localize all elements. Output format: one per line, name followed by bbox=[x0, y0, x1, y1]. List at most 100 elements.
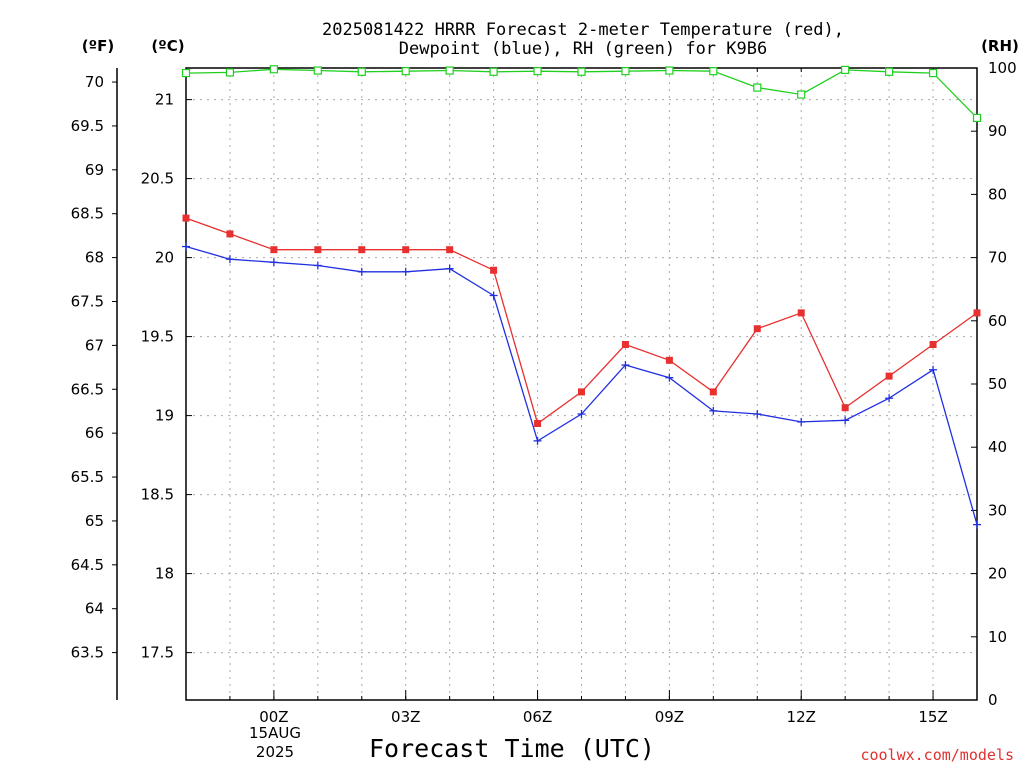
chart-title-line1: 2025081422 HRRR Forecast 2-meter Tempera… bbox=[322, 20, 844, 40]
unit-label-fahrenheit: (ºF) bbox=[82, 37, 114, 55]
dewpoint-point bbox=[401, 267, 410, 276]
dewpoint-point bbox=[533, 436, 542, 445]
rh-tick-label: 60 bbox=[988, 312, 1007, 330]
temp-point bbox=[841, 404, 849, 412]
dewpoint-point bbox=[665, 373, 674, 382]
dewpoint-point bbox=[797, 417, 806, 426]
rh-point bbox=[753, 83, 762, 92]
grid-lines bbox=[186, 68, 977, 700]
date-label-year: 2025 bbox=[256, 743, 294, 761]
temp-point bbox=[973, 309, 981, 317]
dewpoint-point bbox=[973, 520, 981, 529]
rh-point bbox=[313, 66, 322, 75]
dewpoint-point bbox=[269, 258, 278, 267]
f-tick-label: 66 bbox=[85, 424, 104, 442]
rh-tick-label: 70 bbox=[988, 249, 1007, 267]
rh-tick-label: 40 bbox=[988, 438, 1007, 456]
rh-point bbox=[225, 68, 235, 77]
f-tick-label: 67 bbox=[85, 336, 104, 354]
f-tick-label: 68.5 bbox=[71, 205, 104, 223]
temp-point bbox=[358, 246, 366, 254]
rh-tick-label: 90 bbox=[988, 122, 1007, 140]
f-tick-label: 68 bbox=[85, 249, 104, 267]
x-tick-label: 12Z bbox=[787, 708, 816, 726]
temp-point bbox=[402, 246, 410, 254]
rh-point bbox=[269, 65, 278, 74]
temp-point bbox=[665, 356, 673, 364]
x-axis-label: Forecast Time (UTC) bbox=[369, 734, 655, 763]
dewpoint-point bbox=[489, 291, 498, 300]
f-tick-label: 66.5 bbox=[71, 380, 104, 398]
x-tick-label: 06Z bbox=[523, 708, 552, 726]
rh-point bbox=[445, 66, 454, 75]
unit-label-celsius: (ºC) bbox=[151, 37, 184, 55]
dewpoint-point bbox=[929, 365, 938, 374]
dewpoint-point bbox=[182, 242, 190, 251]
data-series bbox=[181, 65, 982, 529]
rh-point bbox=[797, 90, 806, 99]
chart-title-line2: Dewpoint (blue), RH (green) for K9B6 bbox=[399, 39, 767, 59]
rh-tick-label: 20 bbox=[988, 565, 1007, 583]
c-tick-label: 19 bbox=[155, 407, 174, 425]
rh-point bbox=[709, 67, 718, 76]
c-tick-label: 19.5 bbox=[141, 328, 174, 346]
c-tick-label: 20.5 bbox=[141, 170, 174, 188]
date-label-day: 15AUG bbox=[249, 724, 301, 742]
temp-point bbox=[446, 246, 454, 254]
credit-text: coolwx.com/models bbox=[860, 746, 1014, 764]
f-tick-label: 64.5 bbox=[71, 556, 104, 574]
rh-tick-label: 50 bbox=[988, 375, 1007, 393]
rh-point bbox=[928, 68, 938, 78]
f-tick-label: 69 bbox=[85, 161, 104, 179]
temp-point bbox=[929, 341, 937, 348]
dewpoint-point bbox=[357, 267, 366, 276]
temp-point bbox=[226, 230, 234, 238]
f-tick-label: 65.5 bbox=[71, 468, 104, 486]
x-tick-label: 15Z bbox=[918, 708, 947, 726]
rh-point bbox=[665, 66, 674, 75]
rh-point bbox=[489, 67, 498, 76]
tick-labels: 00Z 03Z 06Z 09Z 12Z 15Z 70 69.5 69 68.5 68 67.5 67 66… bbox=[71, 59, 1017, 726]
c-tick-label: 21 bbox=[155, 91, 174, 109]
x-tick-label: 09Z bbox=[655, 708, 684, 726]
dewpoint-point bbox=[841, 416, 850, 425]
c-tick-label: 18.5 bbox=[141, 486, 174, 504]
rh-point bbox=[577, 67, 586, 76]
f-tick-label: 69.5 bbox=[71, 117, 104, 135]
dewpoint-point bbox=[577, 410, 586, 419]
x-tick-label: 03Z bbox=[391, 708, 420, 726]
chart-axes bbox=[112, 67, 978, 701]
dewpoint-point bbox=[445, 264, 454, 273]
rh-point bbox=[841, 65, 850, 74]
rh-point bbox=[181, 68, 191, 78]
temp-point bbox=[709, 388, 717, 396]
rh-point bbox=[621, 67, 630, 76]
c-tick-label: 17.5 bbox=[141, 644, 174, 662]
f-tick-label: 70 bbox=[85, 73, 104, 91]
temp-point bbox=[490, 266, 498, 274]
temp-point bbox=[314, 246, 322, 254]
f-tick-label: 65 bbox=[85, 512, 104, 530]
temp-point bbox=[270, 246, 278, 254]
temp-point bbox=[621, 341, 629, 348]
dewpoint-point bbox=[225, 255, 234, 264]
rh-tick-label: 30 bbox=[988, 501, 1007, 519]
temp-point bbox=[534, 420, 542, 427]
dewpoint-point bbox=[313, 261, 322, 270]
rh-tick-label: 10 bbox=[988, 628, 1007, 646]
temp-point bbox=[578, 388, 585, 396]
dewpoint-point bbox=[709, 406, 718, 415]
rh-tick-label: 100 bbox=[988, 59, 1017, 77]
f-tick-label: 67.5 bbox=[71, 292, 104, 310]
temp-point bbox=[797, 309, 805, 317]
temp-point bbox=[182, 214, 190, 222]
unit-label-rh: (RH) bbox=[981, 37, 1019, 55]
rh-tick-label: 0 bbox=[988, 691, 998, 709]
rh-point bbox=[401, 67, 410, 76]
f-tick-label: 64 bbox=[85, 600, 104, 618]
x-tick-label: 00Z bbox=[259, 708, 288, 726]
c-tick-label: 20 bbox=[155, 249, 174, 267]
rh-point bbox=[885, 67, 894, 76]
dewpoint-point bbox=[753, 410, 762, 419]
